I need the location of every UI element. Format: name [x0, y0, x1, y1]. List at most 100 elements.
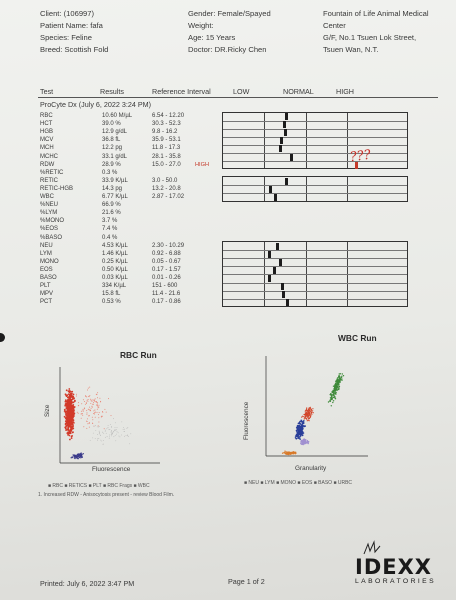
scatter-dot — [306, 418, 308, 420]
test-result: 66.9 % — [102, 202, 121, 209]
result-marker — [279, 145, 283, 153]
scatter-dot — [87, 408, 89, 410]
scatter-dot — [331, 391, 333, 393]
scatter-dot — [65, 414, 68, 417]
scatter-dot — [94, 398, 96, 400]
scatter-dot — [283, 452, 285, 454]
test-name: PLT — [40, 283, 51, 290]
test-result: 10.60 M/µL — [102, 113, 133, 119]
scatter-dot — [87, 387, 89, 389]
scatter-dot — [67, 410, 69, 412]
test-result: 0.25 K/µL — [102, 258, 128, 265]
scatter-dot — [105, 429, 106, 431]
grid-row-line — [223, 120, 407, 122]
result-marker — [283, 129, 287, 137]
scatter-dot — [83, 401, 85, 402]
scatter-dot — [87, 400, 89, 402]
scatter-dot — [71, 420, 73, 423]
run-title: ProCyte Dx (July 6, 2022 3:24 PM) — [40, 100, 152, 109]
scatter-dot — [115, 429, 117, 431]
scatter-dot — [86, 412, 88, 414]
test-result: 15.8 fL — [102, 291, 121, 298]
scatter-dot — [338, 375, 340, 378]
scatter-dot — [301, 415, 304, 417]
scatter-dot — [301, 440, 303, 442]
scatter-dot — [110, 434, 112, 435]
scatter-dot — [114, 422, 116, 424]
scatter-dot — [103, 432, 105, 434]
scatter-dot — [121, 434, 122, 436]
test-result: 7.4 % — [102, 226, 118, 233]
result-row: BASO 0.03 K/µL 0.01 - 0.26 — [40, 274, 440, 282]
scatter-dot — [110, 430, 112, 432]
scatter-dot — [335, 393, 337, 395]
scatter-dot — [96, 403, 98, 405]
grid-divider — [306, 242, 308, 306]
rbc-legend: ■ RBC ■ RETICS ■ PLT ■ RBC Frags ■ WBC — [48, 483, 150, 489]
scatter-dot — [123, 428, 125, 430]
scatter-dot — [95, 430, 97, 431]
scatter-dot — [70, 409, 72, 412]
scatter-dot — [93, 425, 95, 427]
scatter-dot — [330, 405, 332, 407]
scatter-dot — [302, 432, 305, 434]
scatter-dot — [327, 401, 330, 403]
result-row: %BASO 0.4 % — [40, 234, 440, 242]
grid-row-line — [223, 153, 407, 154]
scatter-dot — [68, 390, 71, 392]
scatter-dot — [97, 438, 99, 440]
scatter-dot — [88, 422, 90, 424]
scatter-dot — [67, 416, 70, 419]
grid-row-line — [223, 290, 407, 292]
scatter-dot — [72, 415, 75, 418]
scatter-dot — [96, 394, 98, 396]
handwritten-annotation: ??? — [348, 147, 372, 166]
scatter-dot — [309, 414, 311, 416]
scatter-dot — [97, 434, 98, 435]
scatter-dot — [305, 409, 307, 411]
reference-interval: 2.30 - 10.29 — [152, 242, 185, 249]
header-divider — [38, 97, 438, 98]
grid-divider — [263, 177, 265, 201]
grid-row-line — [223, 258, 407, 260]
scatter-dot — [336, 380, 338, 382]
result-marker — [273, 266, 277, 274]
scatter-dot — [64, 411, 67, 414]
scatter-dot — [80, 410, 82, 412]
scatter-dot — [77, 405, 79, 407]
scatter-dot — [86, 402, 87, 404]
scatter-dot — [298, 424, 300, 427]
scatter-dot — [68, 411, 71, 413]
scatter-dot — [97, 414, 99, 416]
scatter-dot — [105, 432, 107, 434]
scatter-dot — [336, 383, 338, 385]
reference-interval: 6.54 - 12.20 — [152, 113, 185, 119]
test-result: 21.6 % — [102, 210, 121, 217]
scatter-dot — [295, 451, 297, 453]
scatter-dot — [95, 404, 97, 406]
flag-label: HIGH — [195, 161, 209, 168]
scatter-dot — [292, 451, 294, 453]
scatter-dot — [110, 424, 111, 425]
test-name: HGB — [40, 129, 54, 136]
scatter-dot — [307, 410, 309, 412]
scatter-dot — [80, 453, 82, 456]
scatter-dot — [334, 398, 337, 400]
scatter-dot — [302, 438, 305, 441]
scatter-dot — [301, 427, 304, 429]
scatter-dot — [69, 404, 72, 407]
grid-row-line — [223, 250, 407, 252]
result-marker — [285, 113, 288, 120]
scatter-dot — [337, 388, 340, 390]
result-row: LYM 1.46 K/µL 0.92 - 6.88 — [40, 250, 440, 258]
scatter-dot — [94, 438, 96, 439]
scatter-dot — [301, 434, 304, 437]
result-row: NEU 4.53 K/µL 2.30 - 10.29 — [40, 242, 440, 250]
scatter-dot — [104, 430, 106, 432]
scatter-dot — [92, 419, 94, 421]
scatter-dot — [69, 431, 72, 434]
scatter-dot — [310, 409, 312, 411]
patient-name: Patient Name: fafa — [40, 21, 103, 30]
scatter-dot — [339, 373, 342, 375]
